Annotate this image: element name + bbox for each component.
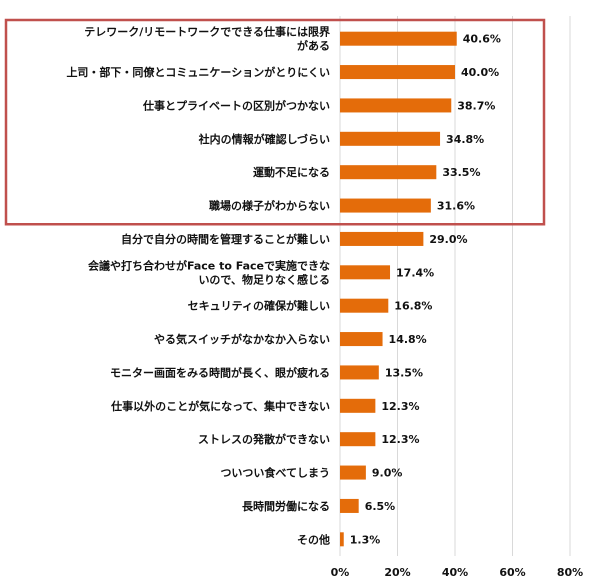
- x-tick-label: 60%: [499, 566, 525, 579]
- x-tick-label: 80%: [557, 566, 583, 579]
- category-label: 運動不足になる: [253, 165, 330, 179]
- value-label: 17.4%: [396, 266, 434, 279]
- category-label: その他: [297, 532, 330, 546]
- category-label: セキュリティの確保が難しい: [188, 299, 330, 313]
- x-tick-label: 20%: [384, 566, 410, 579]
- category-label: 長時間労働になる: [242, 499, 330, 513]
- x-tick-label: 0%: [331, 566, 350, 579]
- bar: [340, 231, 424, 246]
- bar: [340, 198, 431, 213]
- category-label: 上司・部下・同僚とコミュニケーションがとりにくい: [66, 65, 330, 79]
- value-label: 13.5%: [385, 366, 423, 379]
- bar: [340, 532, 344, 547]
- value-label: 9.0%: [372, 467, 403, 480]
- bar: [340, 165, 437, 180]
- bar: [340, 265, 391, 280]
- bar: [340, 432, 376, 447]
- category-label: ストレスの発散ができない: [198, 432, 330, 446]
- bar: [340, 31, 457, 46]
- bar: [340, 131, 441, 146]
- category-label: やる気スイッチがなかなか入らない: [154, 332, 330, 346]
- value-label: 38.7%: [457, 99, 495, 112]
- value-label: 40.6%: [463, 33, 501, 46]
- value-label: 29.0%: [429, 233, 467, 246]
- value-label: 12.3%: [381, 400, 419, 413]
- x-tick-label: 40%: [442, 566, 468, 579]
- bar: [340, 365, 379, 380]
- value-label: 1.3%: [350, 533, 381, 546]
- value-label: 34.8%: [446, 133, 484, 146]
- value-label: 14.8%: [389, 333, 427, 346]
- value-labels: 40.6% 40.0% 38.7% 34.8% 33.5% 31.6% 29.0% 17.4%…: [350, 33, 501, 547]
- category-label: ついつい食べてしまう: [220, 466, 330, 480]
- highlight-box: [4, 18, 546, 226]
- value-label: 33.5%: [442, 166, 480, 179]
- value-label: 12.3%: [381, 433, 419, 446]
- value-label: 40.0%: [461, 66, 499, 79]
- bar: [340, 332, 383, 347]
- value-label: 31.6%: [437, 200, 475, 213]
- bar: [340, 398, 376, 413]
- category-label: テレワーク/リモートワークでできる仕事には限界がある: [84, 25, 330, 53]
- value-label: 6.5%: [365, 500, 396, 513]
- bar: [340, 65, 455, 80]
- x-axis-ticks: 0% 20% 40% 60% 80%: [331, 566, 584, 579]
- bar: [340, 498, 359, 513]
- category-label: 仕事以外のことが気になって、集中できない: [110, 399, 330, 413]
- category-label: モニター画面をみる時間が長く、眼が疲れる: [110, 365, 330, 379]
- bar: [340, 298, 389, 313]
- category-label: 仕事とプライベートの区別がつかない: [142, 98, 330, 112]
- bars: [340, 31, 457, 547]
- category-label: 職場の様子がわからない: [209, 199, 330, 213]
- bar: [340, 465, 366, 480]
- category-label: 社内の情報が確認しづらい: [198, 132, 330, 146]
- value-label: 16.8%: [394, 300, 432, 313]
- bar: [340, 98, 452, 113]
- category-label: 自分で自分の時間を管理することが難しい: [121, 232, 330, 246]
- category-labels: テレワーク/リモートワークでできる仕事には限界がある上司・部下・同僚とコミュニケ…: [66, 25, 330, 547]
- category-label: 会議や打ち合わせがFace to Faceで実施できないので、物足りなく感じる: [88, 258, 330, 286]
